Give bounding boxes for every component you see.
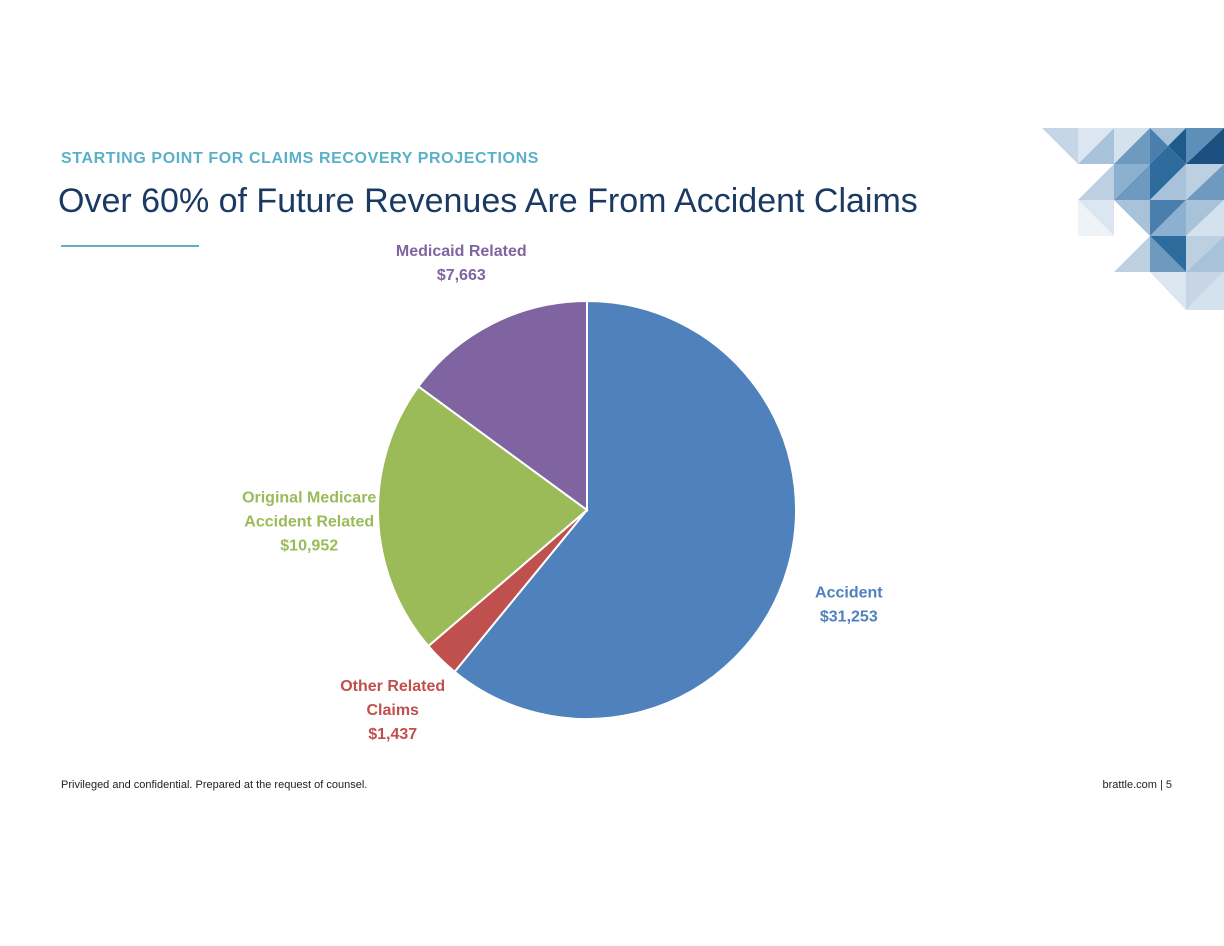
pie-slice-medicaid-related: [417, 299, 588, 512]
pie-labels: Accident $31,253 Other Related Claims $1,437…: [242, 243, 883, 743]
footer-confidential-note: Privileged and confidential. Prepared at…: [61, 779, 368, 791]
slide-title: Over 60% of Future Revenues Are From Acc…: [58, 182, 918, 220]
pie-slice-original-medicare-accident-related: [377, 385, 589, 648]
pie-value-label: $1,437: [368, 726, 417, 743]
pie-label-medicaid-related: Medicaid Related $7,663: [396, 243, 527, 284]
pie-value-label: $7,663: [437, 267, 486, 284]
pie-label-original-medicare-accident-related: Original Medicare Accident Related $10,952: [242, 490, 376, 555]
pie-label-text: Original Medicare: [242, 490, 376, 507]
pie-label-other-related-claims: Other Related Claims $1,437: [340, 678, 445, 743]
pie-value-label: $10,952: [280, 538, 338, 555]
pie-label-text: Accident: [815, 584, 883, 601]
pie-label-text: Accident Related: [244, 514, 374, 531]
title-underline: [61, 245, 199, 247]
decorative-triangle-pattern: [1042, 128, 1224, 310]
pie-label-accident: Accident $31,253: [815, 584, 883, 625]
pie-slice-accident: [453, 299, 797, 720]
footer-site-and-page: brattle.com | 5: [1102, 779, 1173, 791]
section-kicker: STARTING POINT FOR CLAIMS RECOVERY PROJE…: [61, 150, 540, 167]
pie-slices: [377, 299, 797, 720]
pie-value-label: $31,253: [820, 608, 878, 625]
pie-label-text: Other Related: [340, 678, 445, 695]
pie-label-text: Medicaid Related: [396, 243, 527, 260]
pie-label-text: Claims: [366, 702, 419, 719]
